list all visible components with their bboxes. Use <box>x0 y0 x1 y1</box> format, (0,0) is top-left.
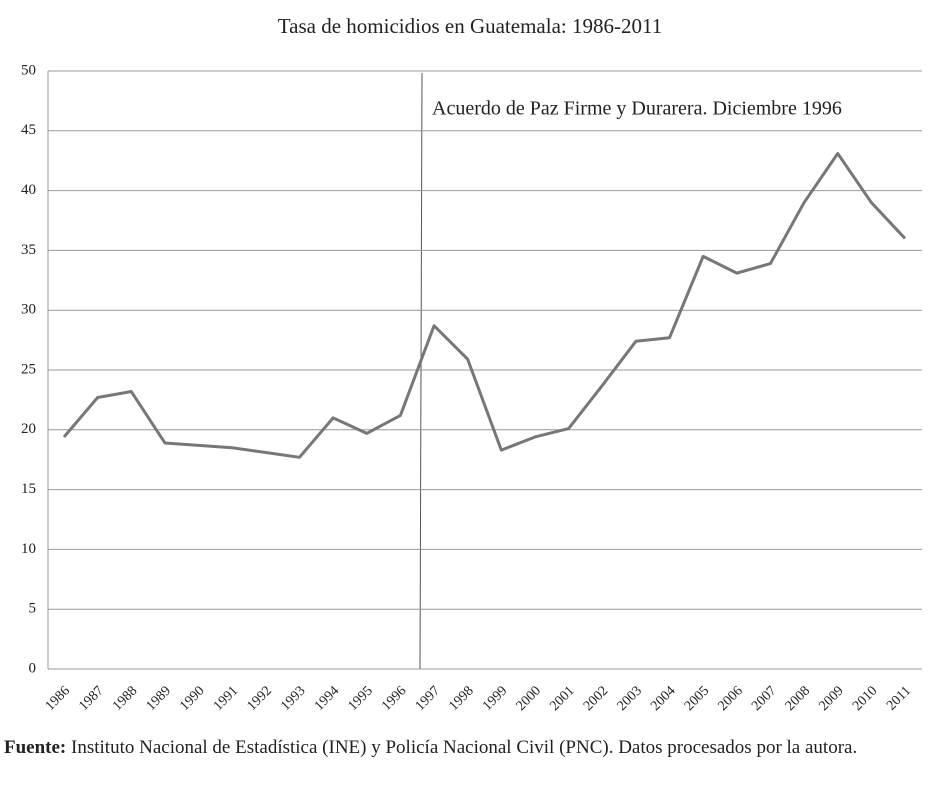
x-tick-label: 2004 <box>648 683 678 713</box>
y-tick-label: 50 <box>21 62 36 78</box>
x-tick-label: 1986 <box>43 683 73 713</box>
x-tick-label: 2011 <box>884 683 914 713</box>
y-tick-label: 15 <box>21 481 36 497</box>
y-tick-label: 35 <box>21 242 36 258</box>
x-tick-label: 2010 <box>850 683 880 713</box>
x-tick-label: 1992 <box>245 683 275 713</box>
x-tick-label: 1998 <box>446 683 476 713</box>
annotation: Acuerdo de Paz Firme y Durarera. Diciemb… <box>432 98 842 120</box>
x-tick-label: 2000 <box>514 683 544 713</box>
chart-title: Tasa de homicidios en Guatemala: 1986-20… <box>278 14 662 38</box>
x-tick-label: 1999 <box>480 683 510 713</box>
source-note: Fuente: Instituto Nacional de Estadístic… <box>4 735 939 761</box>
x-tick-label: 1995 <box>345 683 375 713</box>
line <box>62 152 907 459</box>
y-tick-label: 40 <box>21 182 36 198</box>
source-text: Instituto Nacional de Estadística (INE) … <box>71 737 858 758</box>
x-tick-label: 1987 <box>76 683 106 713</box>
x-tick-label: 2003 <box>615 683 645 713</box>
x-tick-label: 1996 <box>379 683 409 713</box>
x-tick-label: 1988 <box>110 683 140 713</box>
y-tick-label: 10 <box>21 541 36 557</box>
y-tick-label: 0 <box>29 660 37 676</box>
chart: Tasa de homicidios en Guatemala: 1986-20… <box>21 14 922 714</box>
x-tick-label: 2005 <box>682 683 712 713</box>
x-tick-label: 1990 <box>177 683 207 713</box>
y-tick-label: 20 <box>21 421 36 437</box>
y-tick-label: 45 <box>21 122 36 138</box>
x-tick-label: 2006 <box>715 683 745 713</box>
x-tick-label: 1993 <box>278 683 308 713</box>
x-tick-label: 2002 <box>581 683 611 713</box>
x-tick-label: 2008 <box>783 683 813 713</box>
x-tick-label: 2009 <box>816 683 846 713</box>
x-tick-label: 1997 <box>413 683 443 713</box>
x-tick-label: 1991 <box>211 683 241 713</box>
event-line <box>419 72 423 670</box>
x-tick-label: 2007 <box>749 683 779 713</box>
source-label: Fuente: <box>4 737 67 758</box>
y-tick-label: 30 <box>21 302 36 318</box>
x-tick-label: 1994 <box>312 683 342 713</box>
x-tick-label: 1989 <box>144 683 174 713</box>
y-tick-label: 25 <box>21 361 36 377</box>
y-tick-label: 5 <box>29 601 37 617</box>
x-tick-label: 2001 <box>547 683 577 713</box>
